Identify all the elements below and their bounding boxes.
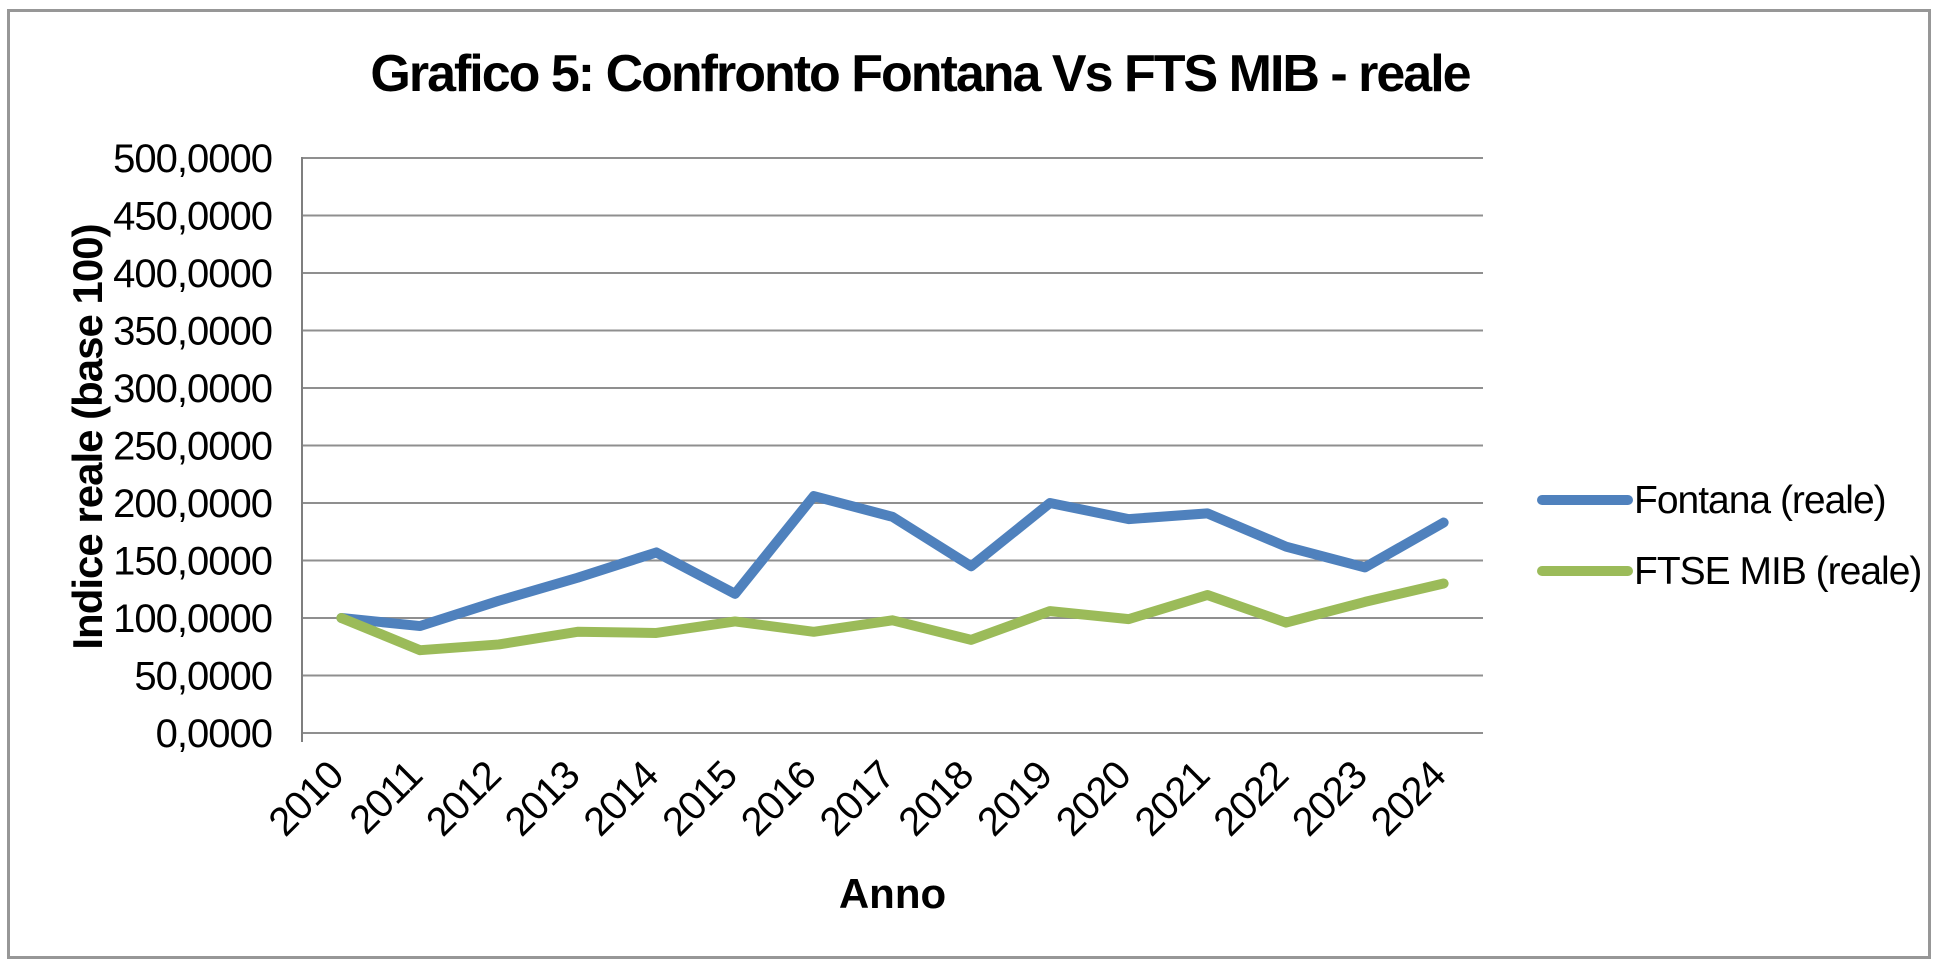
x-tick-label: 2013 (497, 753, 588, 844)
y-tick-label: 450,0000 (113, 195, 272, 239)
y-tick-label: 250,0000 (113, 425, 272, 469)
y-tick-label: 50,0000 (134, 655, 272, 699)
x-tick-label: 2021 (1127, 753, 1218, 844)
series-line-ftse-mib (336, 578, 1449, 656)
x-tick-label: 2017 (812, 753, 903, 844)
x-tick-label: 2024 (1363, 753, 1455, 845)
series-line-fontana (336, 491, 1449, 632)
x-tick-label: 2019 (969, 753, 1060, 844)
legend-label-fontana: Fontana (reale) (1634, 479, 1886, 522)
x-tick-label: 2018 (890, 753, 981, 844)
y-tick-label: 350,0000 (113, 310, 272, 354)
chart-title: Grafico 5: Confronto Fontana Vs FTS MIB … (370, 45, 1471, 103)
x-tick-label: 2014 (575, 753, 667, 845)
x-tick-label: 2023 (1284, 753, 1375, 844)
y-tick-label: 300,0000 (113, 367, 272, 411)
y-tick-label: 100,0000 (113, 597, 272, 641)
y-tick-label: 500,0000 (113, 137, 272, 181)
x-tick-label: 2015 (654, 753, 745, 844)
x-tick-label: 2022 (1205, 753, 1296, 844)
legend-label-ftse-mib: FTSE MIB (reale) (1634, 550, 1921, 593)
y-tick-label: 400,0000 (113, 252, 272, 296)
x-tick-label: 2011 (341, 753, 430, 842)
y-tick-label: 200,0000 (113, 482, 272, 526)
x-tick-label: 2012 (418, 753, 509, 844)
x-tick-label: 2020 (1048, 753, 1139, 844)
y-tick-label: 0,0000 (156, 712, 272, 756)
y-tick-label: 150,0000 (113, 540, 272, 584)
chart-outer-frame (7, 9, 1931, 959)
x-tick-label: 2010 (261, 753, 352, 844)
x-axis-title: Anno (838, 870, 947, 917)
x-tick-label: 2016 (733, 753, 824, 844)
